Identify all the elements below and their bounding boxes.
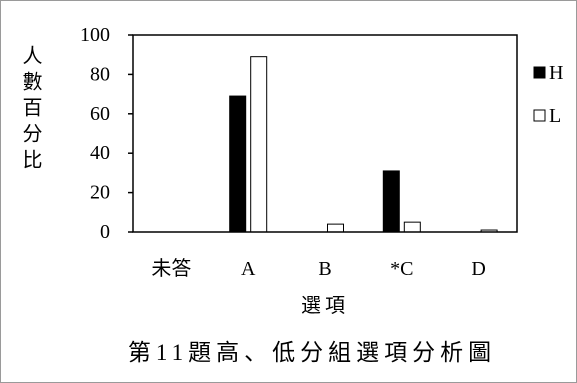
legend-label-h: H: [549, 62, 563, 84]
legend-swatch-l: [533, 109, 546, 122]
x-category-label: A: [241, 258, 256, 280]
legend-swatch-h: [533, 66, 546, 79]
category-labels: 未答 A B *C D: [151, 257, 485, 280]
x-axis-label: 選項: [301, 295, 349, 317]
chart-title: 第11題高、低分組選項分析圖: [127, 340, 497, 365]
legend-label-l: L: [549, 105, 561, 127]
x-category-label: D: [471, 258, 485, 280]
bar-h-3: [382, 170, 400, 233]
bar-l-2: [327, 223, 344, 233]
y-tick-label: 40: [90, 142, 110, 164]
y-tick-label: 80: [90, 63, 110, 85]
x-category-label: B: [318, 258, 331, 280]
bar-l-3: [403, 221, 421, 233]
bar-h-1: [229, 95, 247, 233]
y-tick-label: 20: [90, 182, 110, 204]
x-category-label: 未答: [151, 257, 191, 280]
legend: H L: [533, 62, 563, 127]
y-tick-label: 60: [90, 103, 110, 125]
bar-l-1: [250, 56, 268, 233]
x-category-label: *C: [390, 258, 413, 280]
y-axis-ticks: 0 20 40 60 80 100: [80, 24, 133, 243]
plot-area-frame: [132, 34, 518, 233]
bars: [229, 56, 498, 233]
y-axis-label: 人數百分比: [19, 45, 41, 175]
y-tick-label: 0: [100, 221, 110, 243]
y-tick-label: 100: [80, 24, 110, 46]
